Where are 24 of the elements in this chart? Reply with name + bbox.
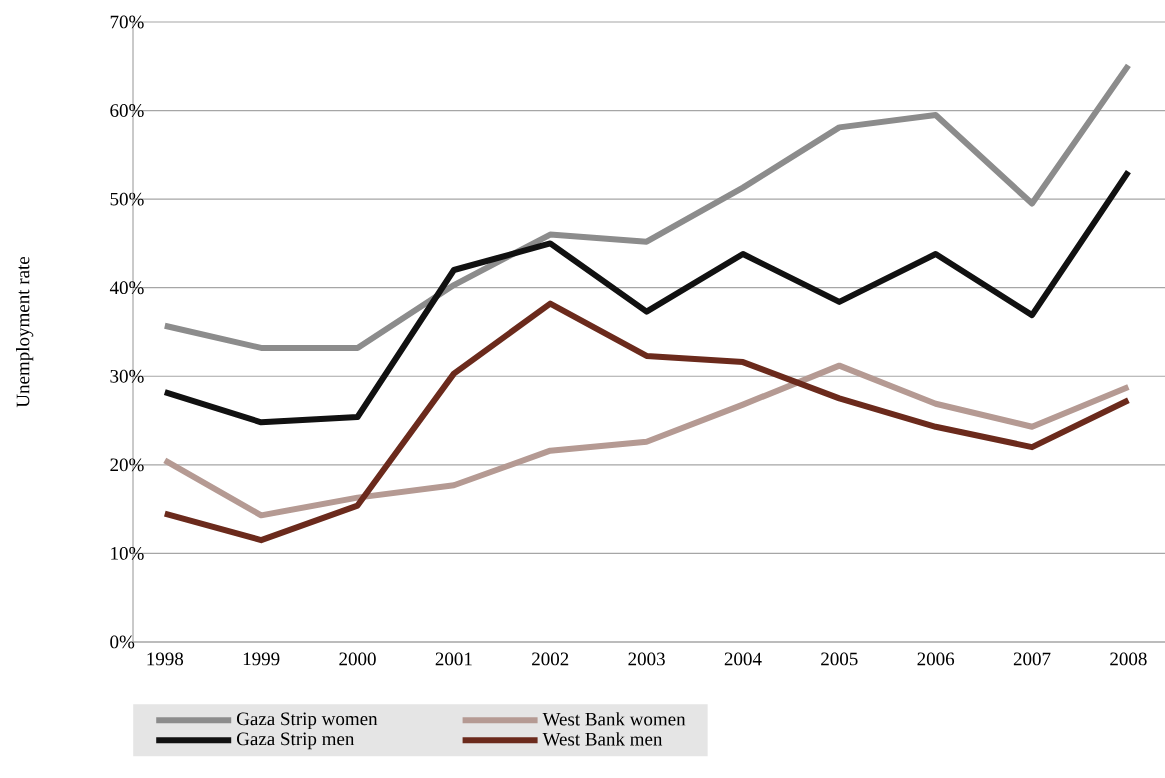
- y-tick-label: 0%: [110, 635, 135, 649]
- x-tick-label: 2008: [1110, 652, 1147, 666]
- y-tick-label: 70%: [110, 15, 144, 29]
- x-tick-label: 2004: [724, 652, 762, 666]
- y-tick-label: 60%: [110, 104, 144, 117]
- x-tick-label: 2003: [628, 652, 665, 666]
- legend-label: Gaza Strip men: [236, 732, 355, 750]
- legend-label: West Bank men: [542, 732, 663, 746]
- x-tick-label: 2006: [917, 652, 955, 666]
- x-tick-label: 2007: [1013, 652, 1051, 666]
- y-tick-label: 50%: [110, 192, 144, 206]
- y-axis-title: Unemployment rate: [16, 256, 34, 408]
- y-tick-label: 10%: [111, 546, 144, 560]
- x-tick-label: 1998: [147, 652, 184, 666]
- x-tick-label: 2002: [532, 652, 569, 666]
- x-tick-label: 2001: [435, 652, 472, 666]
- y-tick-label: 20%: [110, 458, 144, 472]
- x-tick-label: 2000: [339, 652, 376, 666]
- y-tick-label: 40%: [109, 281, 144, 295]
- legend-label: West Bank women: [542, 712, 686, 726]
- y-tick-label: 30%: [110, 369, 144, 383]
- x-tick-label: 1999: [243, 652, 280, 666]
- x-tick-label: 2005: [821, 652, 858, 666]
- legend-label: Gaza Strip women: [236, 712, 378, 730]
